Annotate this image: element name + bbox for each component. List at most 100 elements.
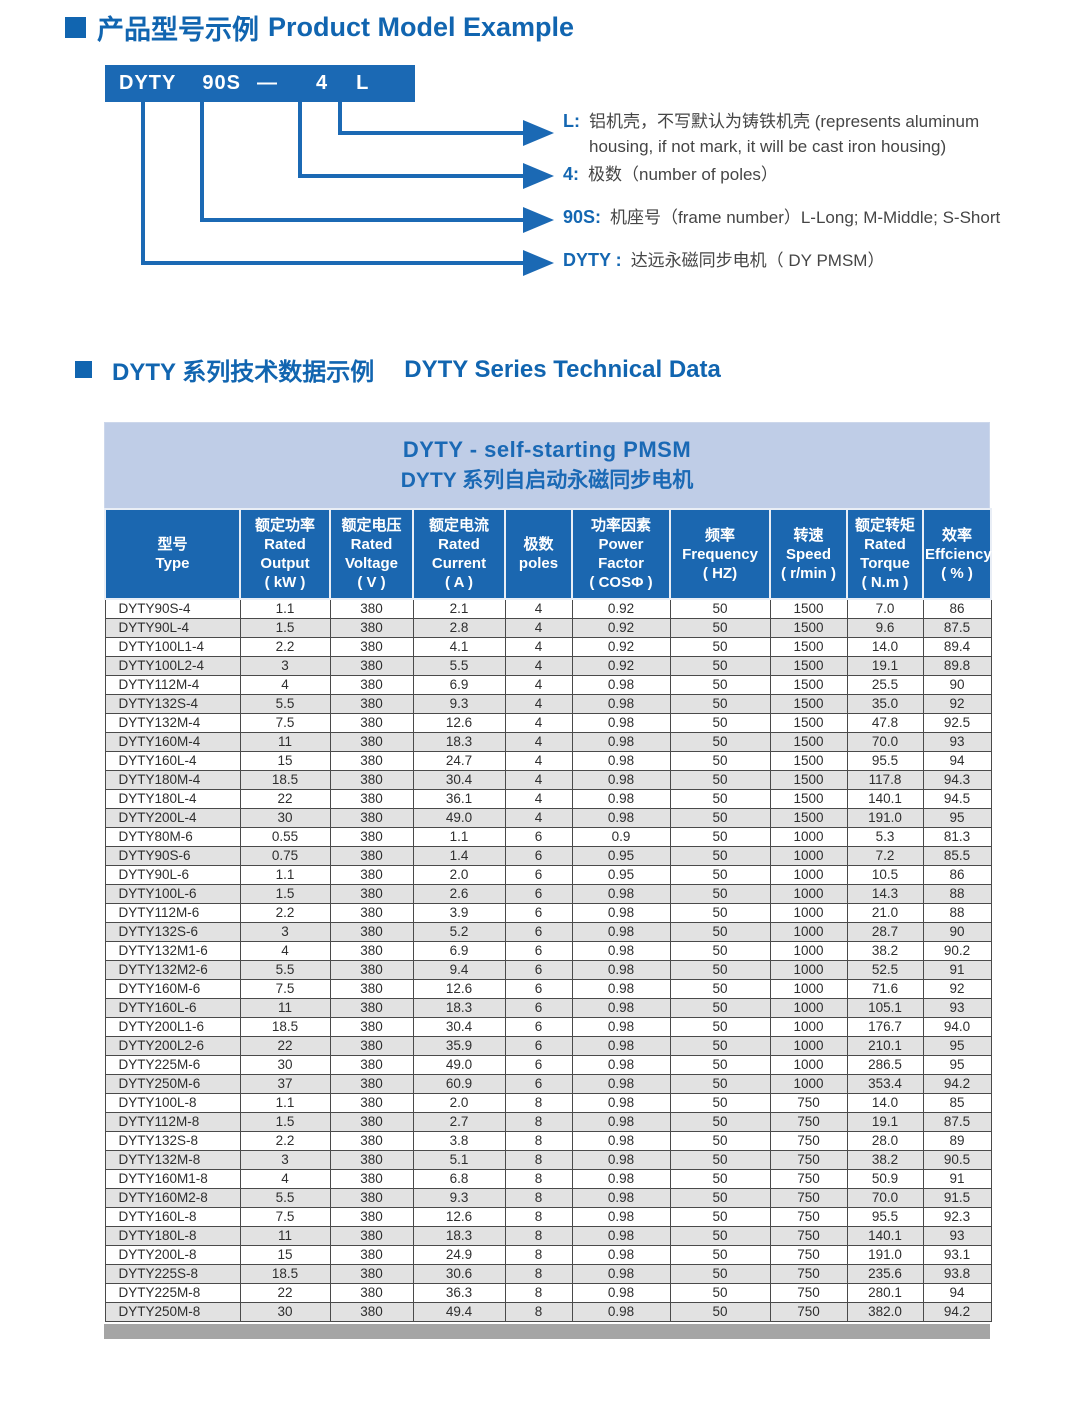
value-cell: 0.98 bbox=[571, 979, 671, 999]
header-en: Effciency bbox=[925, 545, 992, 563]
value-cell: 93 bbox=[922, 732, 992, 752]
value-cell: 6 bbox=[504, 846, 573, 866]
model-type-cell: DYTY132S-6 bbox=[104, 922, 241, 942]
model-diagram: DYTY 90S — 4 L L: 铝机壳，不写默认为铸铁机壳 (represents … bbox=[0, 55, 1090, 325]
annotation-label: L: bbox=[563, 111, 580, 131]
value-cell: 50 bbox=[669, 675, 771, 695]
value-cell: 50 bbox=[669, 1131, 771, 1151]
value-cell: 191.0 bbox=[846, 1245, 924, 1265]
value-cell: 6 bbox=[504, 884, 573, 904]
table-row: DYTY132M-8 3 380 5.1 8 0.98 50 750 38.2 90.5 bbox=[104, 1150, 992, 1170]
value-cell: 8 bbox=[504, 1283, 573, 1303]
model-type-cell: DYTY200L2-6 bbox=[104, 1036, 241, 1056]
value-cell: 380 bbox=[329, 1226, 414, 1246]
table-row: DYTY200L2-6 22 380 35.9 6 0.98 50 1000 210.1 95 bbox=[104, 1036, 992, 1056]
value-cell: 176.7 bbox=[846, 1017, 924, 1037]
value-cell: 8 bbox=[504, 1131, 573, 1151]
value-cell: 380 bbox=[329, 1074, 414, 1094]
table-row: DYTY112M-4 4 380 6.9 4 0.98 50 1500 25.5 90 bbox=[104, 675, 992, 695]
value-cell: 91 bbox=[922, 1169, 992, 1189]
value-cell: 0.98 bbox=[571, 1131, 671, 1151]
value-cell: 91 bbox=[922, 960, 992, 980]
value-cell: 86 bbox=[922, 598, 992, 619]
header-zh: 额定电压 bbox=[341, 517, 402, 534]
header-en: Speed bbox=[785, 545, 831, 563]
value-cell: 750 bbox=[769, 1169, 848, 1189]
value-cell: 6 bbox=[504, 1017, 573, 1037]
value-cell: 3 bbox=[239, 1150, 331, 1170]
value-cell: 12.6 bbox=[412, 1207, 506, 1227]
value-cell: 24.9 bbox=[412, 1245, 506, 1265]
value-cell: 8 bbox=[504, 1188, 573, 1208]
col-header-rated-output: 额定功率 Rated Output ( kW ) bbox=[239, 508, 331, 600]
value-cell: 8 bbox=[504, 1245, 573, 1265]
annotation-text: 达远永磁同步电机（ DY PMSM） bbox=[630, 251, 885, 270]
value-cell: 6 bbox=[504, 979, 573, 999]
value-cell: 140.1 bbox=[846, 1226, 924, 1246]
value-cell: 18.3 bbox=[412, 1226, 506, 1246]
model-type-cell: DYTY160M2-8 bbox=[104, 1188, 241, 1208]
value-cell: 50 bbox=[669, 732, 771, 752]
value-cell: 382.0 bbox=[846, 1302, 924, 1322]
connector-line bbox=[141, 102, 145, 265]
model-type-cell: DYTY225M-6 bbox=[104, 1055, 241, 1075]
value-cell: 105.1 bbox=[846, 998, 924, 1018]
col-header-power-factor: 功率因素 Power Factor ( COSΦ ) bbox=[571, 508, 671, 600]
value-cell: 1500 bbox=[769, 694, 848, 714]
model-type-cell: DYTY225S-8 bbox=[104, 1264, 241, 1284]
value-cell: 380 bbox=[329, 884, 414, 904]
value-cell: 95 bbox=[922, 1036, 992, 1056]
header-unit: ( % ) bbox=[941, 564, 973, 582]
connector-line bbox=[200, 218, 523, 222]
value-cell: 0.98 bbox=[571, 732, 671, 752]
value-cell: 0.98 bbox=[571, 884, 671, 904]
value-cell: 18.3 bbox=[412, 732, 506, 752]
model-type-cell: DYTY200L-8 bbox=[104, 1245, 241, 1265]
section2-title-en: DYTY Series Technical Data bbox=[404, 355, 721, 383]
value-cell: 5.5 bbox=[239, 694, 331, 714]
section1-title-en: Product Model Example bbox=[268, 12, 575, 42]
value-cell: 90 bbox=[922, 922, 992, 942]
header-zh: 极数 bbox=[523, 536, 554, 553]
value-cell: 0.92 bbox=[571, 637, 671, 657]
value-cell: 7.5 bbox=[239, 1207, 331, 1227]
model-type-cell: DYTY100L2-4 bbox=[104, 656, 241, 676]
model-type-cell: DYTY90L-4 bbox=[104, 618, 241, 638]
value-cell: 6 bbox=[504, 903, 573, 923]
value-cell: 380 bbox=[329, 618, 414, 638]
table-row: DYTY132S-4 5.5 380 9.3 4 0.98 50 1500 35.0 92 bbox=[104, 694, 992, 714]
value-cell: 6 bbox=[504, 1074, 573, 1094]
value-cell: 90.5 bbox=[922, 1150, 992, 1170]
value-cell: 0.98 bbox=[571, 922, 671, 942]
spec-table: 型号 Type 额定功率 Rated Output ( kW ) 额定电压 Ra… bbox=[104, 508, 992, 1322]
value-cell: 6 bbox=[504, 960, 573, 980]
connector-line bbox=[338, 131, 523, 135]
value-cell: 2.2 bbox=[239, 903, 331, 923]
value-cell: 14.0 bbox=[846, 637, 924, 657]
value-cell: 750 bbox=[769, 1150, 848, 1170]
table-row: DYTY160M-4 11 380 18.3 4 0.98 50 1500 70.0 93 bbox=[104, 732, 992, 752]
value-cell: 380 bbox=[329, 598, 414, 619]
value-cell: 24.7 bbox=[412, 751, 506, 771]
value-cell: 2.8 bbox=[412, 618, 506, 638]
section2-title: DYTY 系列技术数据示例 DYTY Series Technical Data bbox=[75, 352, 721, 387]
value-cell: 50.9 bbox=[846, 1169, 924, 1189]
spec-table-header: 型号 Type 额定功率 Rated Output ( kW ) 额定电压 Ra… bbox=[104, 508, 992, 600]
value-cell: 90.2 bbox=[922, 941, 992, 961]
value-cell: 1000 bbox=[769, 903, 848, 923]
value-cell: 4 bbox=[504, 770, 573, 790]
value-cell: 1500 bbox=[769, 751, 848, 771]
value-cell: 380 bbox=[329, 865, 414, 885]
value-cell: 0.98 bbox=[571, 1188, 671, 1208]
table-row: DYTY132S-6 3 380 5.2 6 0.98 50 1000 28.7 90 bbox=[104, 922, 992, 942]
value-cell: 0.9 bbox=[571, 827, 671, 847]
value-cell: 0.98 bbox=[571, 751, 671, 771]
value-cell: 7.5 bbox=[239, 713, 331, 733]
table-row: DYTY225M-8 22 380 36.3 8 0.98 50 750 280.1 94 bbox=[104, 1283, 992, 1303]
value-cell: 6 bbox=[504, 865, 573, 885]
value-cell: 140.1 bbox=[846, 789, 924, 809]
value-cell: 18.3 bbox=[412, 998, 506, 1018]
value-cell: 30.6 bbox=[412, 1264, 506, 1284]
table-row: DYTY90S-6 0.75 380 1.4 6 0.95 50 1000 7.2 85.5 bbox=[104, 846, 992, 866]
value-cell: 50 bbox=[669, 922, 771, 942]
